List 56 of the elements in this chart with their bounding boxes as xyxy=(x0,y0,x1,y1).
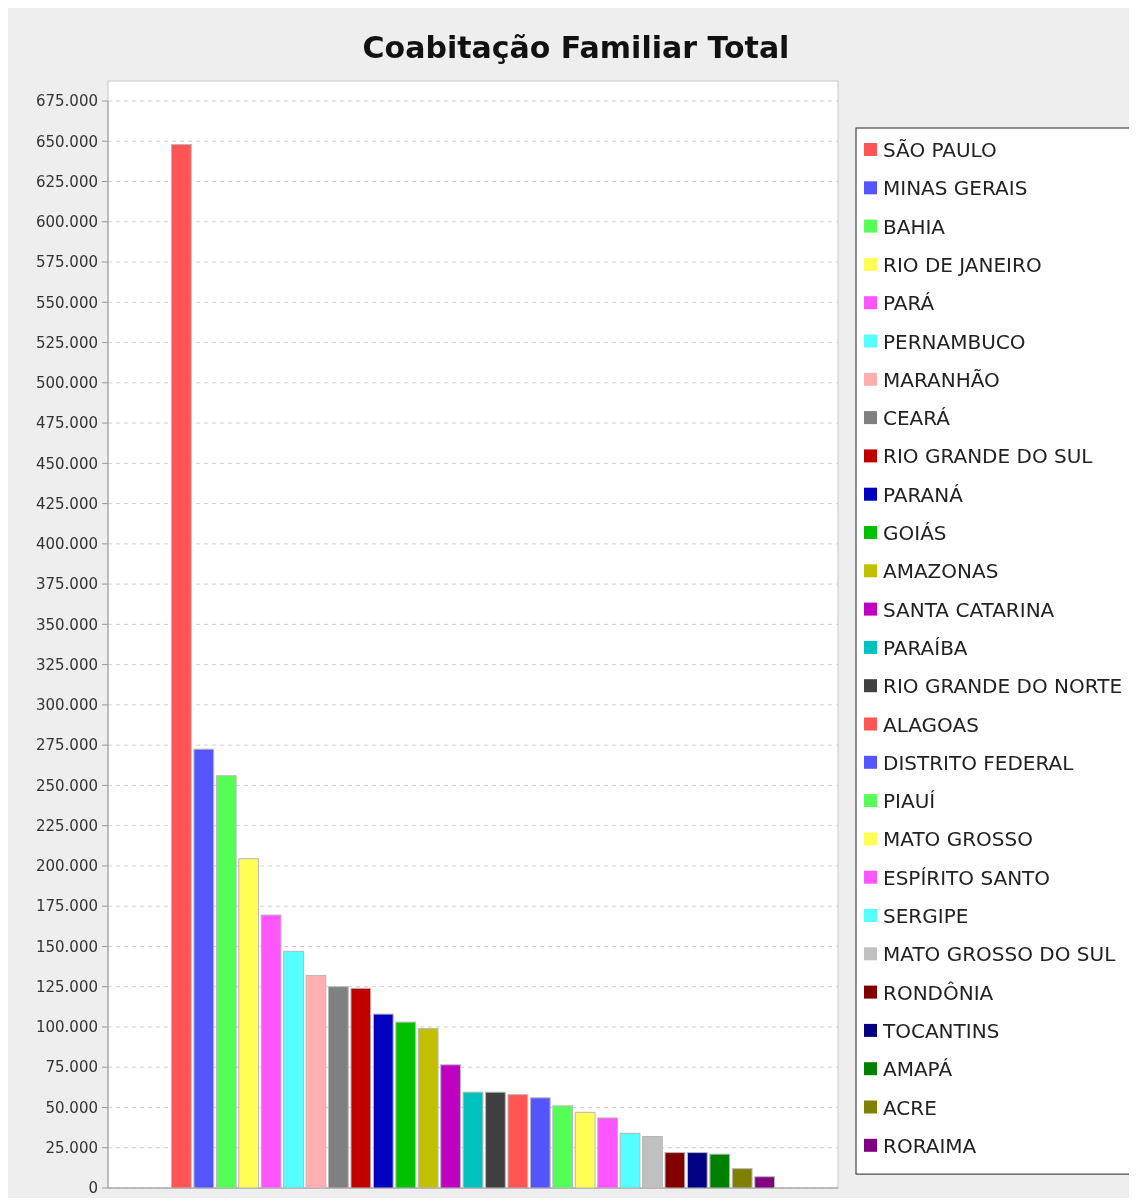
legend-label: CEARÁ xyxy=(883,406,951,431)
legend-label: SANTA CATARINA xyxy=(883,597,1055,622)
y-tick-label: 450.000 xyxy=(35,454,98,473)
legend-label: PARAÍBA xyxy=(883,635,968,660)
y-tick-label: 325.000 xyxy=(35,655,98,674)
y-tick-label: 25.000 xyxy=(45,1138,98,1157)
legend-label: TOCANTINS xyxy=(882,1018,1000,1043)
legend-label: SÃO PAULO xyxy=(883,138,997,162)
y-tick-label: 525.000 xyxy=(35,333,98,352)
legend-label: AMAZONAS xyxy=(883,559,999,584)
y-tick-label: 600.000 xyxy=(35,213,98,232)
legend-label: RONDÔNIA xyxy=(883,980,994,1005)
legend-label: PARANÁ xyxy=(883,482,964,507)
y-tick-label: 200.000 xyxy=(35,857,98,876)
legend-label: PERNAMBUCO xyxy=(883,329,1026,354)
legend-label: ALAGOAS xyxy=(883,712,979,737)
y-tick-label: 500.000 xyxy=(35,374,98,393)
y-tick-label: 225.000 xyxy=(35,816,98,835)
y-tick-label: 350.000 xyxy=(35,615,98,634)
legend-label: MINAS GERAIS xyxy=(883,176,1028,201)
legend-label: RIO GRANDE DO SUL xyxy=(883,444,1094,469)
y-tick-label: 625.000 xyxy=(35,172,98,191)
legend-label: RIO GRANDE DO NORTE xyxy=(883,674,1123,699)
y-tick-label: 575.000 xyxy=(35,253,98,272)
legend-label: ACRE xyxy=(883,1095,937,1120)
y-tick-label: 400.000 xyxy=(35,535,98,554)
chart-title: Coabitação Familiar Total xyxy=(362,30,790,65)
y-tick-label: 650.000 xyxy=(35,132,98,151)
y-tick-label: 100.000 xyxy=(35,1018,98,1037)
y-tick-label: 150.000 xyxy=(35,937,98,956)
y-tick-label: 475.000 xyxy=(35,414,98,433)
y-tick-label: 550.000 xyxy=(35,293,98,312)
y-tick-label: 50.000 xyxy=(45,1098,98,1117)
legend-label: GOIÁS xyxy=(883,521,947,545)
y-tick-label: 175.000 xyxy=(35,897,98,916)
legend-label: PARÁ xyxy=(883,291,935,316)
legend-label: RORAIMA xyxy=(883,1133,977,1158)
y-tick-label: 300.000 xyxy=(35,696,98,715)
legend-label: ESPÍRITO SANTO xyxy=(883,865,1051,890)
y-tick-label: 75.000 xyxy=(45,1058,98,1077)
y-tick-label: 250.000 xyxy=(35,776,98,795)
legend-label: MATO GROSSO DO SUL xyxy=(883,942,1117,967)
legend-label: MARANHÃO xyxy=(883,367,1000,392)
y-tick-label: 675.000 xyxy=(35,92,98,111)
legend-label: RIO DE JANEIRO xyxy=(883,252,1042,277)
legend-label: SERGIPE xyxy=(883,904,969,928)
y-tick-label: 275.000 xyxy=(35,736,98,755)
legend-label: BAHIA xyxy=(883,214,946,239)
y-tick-label: 425.000 xyxy=(35,494,98,513)
legend-label: AMAPÁ xyxy=(883,1057,953,1082)
legend-label: MATO GROSSO xyxy=(883,827,1033,852)
y-tick-label: 375.000 xyxy=(35,575,98,594)
legend-label: DISTRITO FEDERAL xyxy=(883,750,1075,775)
y-tick-label: 0 xyxy=(88,1179,98,1198)
legend-label: PIAUÍ xyxy=(883,789,936,814)
y-tick-label: 125.000 xyxy=(35,977,98,996)
